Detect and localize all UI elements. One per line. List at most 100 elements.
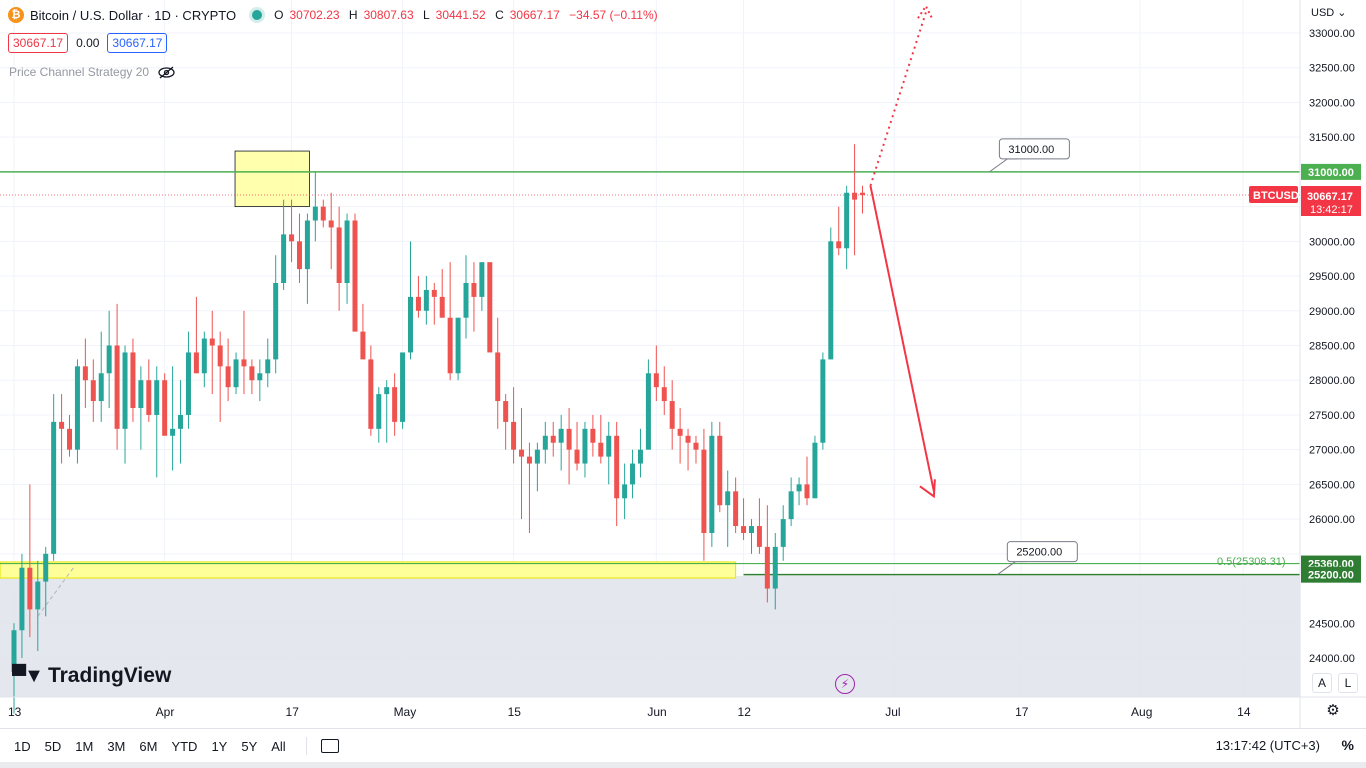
tradingview-logo[interactable]: ▀▼ TradingView	[12, 664, 172, 687]
candle-body	[170, 428, 176, 436]
candle-body	[455, 317, 461, 374]
candle	[606, 421, 612, 485]
currency-select[interactable]: USD ⌄	[1311, 7, 1347, 19]
candle	[225, 338, 231, 402]
gear-icon[interactable]: ⚙	[1326, 702, 1340, 719]
candle	[249, 359, 255, 395]
range-ytd[interactable]: YTD	[171, 738, 198, 754]
candle-body	[741, 526, 747, 533]
candle	[788, 477, 794, 527]
candle	[352, 213, 358, 332]
candle-body	[645, 373, 651, 450]
candle-body	[495, 352, 501, 402]
x-tick-label: 15	[508, 705, 522, 719]
candle-body	[622, 484, 628, 499]
candle	[90, 359, 96, 422]
range-5y[interactable]: 5Y	[241, 738, 258, 754]
chevron-down-icon: ⌄	[1334, 7, 1347, 19]
lightning-icon[interactable]: ⚡	[835, 674, 855, 694]
candle	[614, 421, 620, 527]
range-5d[interactable]: 5D	[44, 738, 62, 754]
candle	[598, 414, 604, 464]
range-all[interactable]: All	[271, 738, 286, 754]
buy-button[interactable]: 30667.17	[107, 33, 168, 53]
candle	[154, 366, 160, 478]
candle	[503, 394, 509, 450]
candle	[408, 241, 413, 360]
candle	[511, 387, 517, 464]
log-scale-button[interactable]: L	[1338, 673, 1358, 693]
candle-body	[701, 449, 707, 533]
candle	[630, 449, 636, 499]
callout-box	[998, 138, 1070, 160]
indicator-name: Price Channel Strategy 20	[9, 65, 150, 79]
symbol-title[interactable]: Bitcoin / U.S. Dollar · 1D · CRYPTO	[30, 7, 237, 23]
candle-body	[74, 366, 80, 450]
candle	[336, 206, 342, 311]
candle	[828, 227, 834, 360]
fib-level-label: 0.5(25308.31)	[1217, 556, 1286, 568]
bullish-forecast-arrow	[869, 11, 927, 187]
candle	[455, 317, 461, 381]
candle-body	[574, 449, 580, 464]
spread-value: 0.00	[76, 36, 100, 50]
candle	[59, 394, 65, 464]
candle-body	[693, 442, 699, 450]
candle	[820, 352, 826, 450]
candle-body	[788, 491, 794, 520]
auto-scale-button[interactable]: A	[1312, 673, 1332, 693]
y-tick-label: 29000.00	[1309, 306, 1355, 318]
candle	[590, 414, 596, 457]
candle-body	[19, 567, 25, 631]
indicator-legend[interactable]: Price Channel Strategy 20	[9, 65, 175, 79]
hidden-eye-icon[interactable]	[158, 66, 175, 79]
support-shadow-zone	[0, 576, 1300, 697]
sell-button[interactable]: 30667.17	[8, 33, 69, 53]
candle-body	[566, 428, 572, 450]
candle	[701, 428, 707, 561]
callout-box	[1006, 541, 1078, 563]
range-6m[interactable]: 6M	[139, 738, 158, 754]
symbol-tag: BTCUSD	[1253, 190, 1299, 202]
y-tick-label: 24000.00	[1309, 653, 1355, 665]
candle	[693, 435, 699, 464]
candle-body	[764, 546, 770, 589]
candle-body	[114, 345, 120, 429]
range-1d[interactable]: 1D	[14, 738, 31, 754]
calendar-icon[interactable]	[320, 739, 339, 753]
ohlc-values: O 30702.23 H 30807.63 L 30441.52 C 30667.17 …	[274, 8, 658, 22]
candle-body	[748, 526, 754, 533]
candle	[19, 553, 25, 658]
tv-logo-icon: ▀▼	[12, 664, 44, 687]
candle	[550, 421, 556, 457]
x-tick-label: Aug	[1131, 705, 1152, 719]
candle-body	[590, 428, 596, 443]
candle	[558, 414, 564, 471]
candle-body	[637, 449, 643, 464]
range-1y[interactable]: 1Y	[211, 738, 228, 754]
range-1m[interactable]: 1M	[75, 738, 94, 754]
callout-25200-label: 25200.00	[1016, 547, 1062, 559]
y-tick-label: 28500.00	[1309, 341, 1355, 353]
percent-toggle[interactable]: %	[1341, 737, 1354, 753]
y-tick-label: 27000.00	[1309, 445, 1355, 457]
candle-body	[772, 546, 778, 589]
candle	[98, 331, 104, 422]
candle	[376, 387, 382, 443]
candle	[217, 331, 223, 422]
candle-body	[582, 428, 588, 464]
clock-readout[interactable]: 13:17:42 (UTC+3)	[1215, 738, 1320, 753]
candle-body	[233, 359, 239, 388]
candle	[209, 310, 215, 395]
candle	[717, 421, 723, 513]
candle-body	[384, 387, 390, 395]
candle-body	[122, 352, 128, 429]
candle-body	[98, 373, 104, 402]
candle-body	[67, 428, 73, 450]
candle	[146, 359, 152, 422]
candle	[756, 498, 762, 554]
candle	[677, 408, 683, 464]
candle-body	[178, 414, 184, 429]
range-3m[interactable]: 3M	[107, 738, 126, 754]
